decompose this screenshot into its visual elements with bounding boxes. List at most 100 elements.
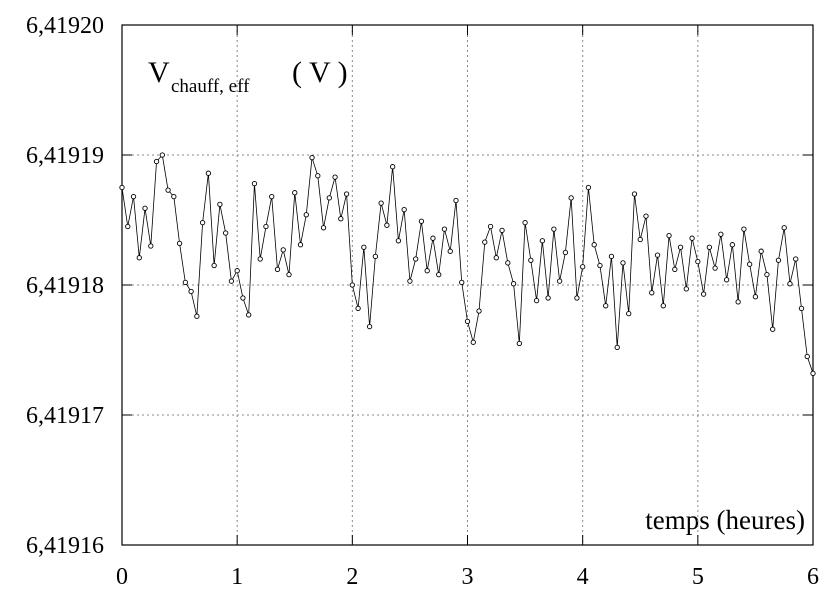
data-point (274, 266, 281, 273)
data-point (781, 225, 787, 231)
data-point (332, 174, 338, 180)
data-point (695, 258, 701, 265)
data-point (798, 305, 805, 312)
data-point (315, 173, 321, 179)
data-point (487, 223, 494, 230)
data-point (378, 200, 384, 206)
data-point (706, 244, 712, 250)
data-point (660, 303, 666, 309)
data-point (700, 291, 707, 297)
data-point (349, 282, 355, 288)
data-point (199, 219, 206, 226)
data-point (286, 271, 292, 278)
data-point (626, 310, 632, 317)
y-tick-label: 6,41916 (26, 533, 104, 559)
data-point (251, 180, 258, 187)
data-point (240, 295, 246, 301)
data-point (735, 299, 741, 305)
data-point (142, 205, 148, 211)
data-point (666, 232, 672, 239)
data-point (718, 231, 724, 237)
data-point (499, 227, 505, 234)
data-point (222, 230, 229, 236)
data-point (775, 257, 782, 263)
data-point (654, 252, 661, 258)
data-point (366, 323, 373, 330)
data-point (413, 256, 419, 262)
data-point (447, 248, 453, 254)
data-point (747, 261, 753, 267)
data-point (787, 281, 793, 287)
data-point (510, 281, 517, 287)
data-point (741, 226, 747, 232)
data-point (672, 266, 678, 273)
data-point (257, 256, 263, 262)
y-label-subscript: chauff, eff (171, 76, 250, 97)
data-point (205, 170, 212, 176)
data-point (677, 244, 684, 250)
data-point (758, 248, 764, 254)
data-point (372, 253, 379, 260)
data-point (269, 193, 275, 200)
data-point (407, 278, 413, 284)
data-point (464, 318, 471, 325)
data-point (804, 353, 810, 360)
data-point (522, 219, 528, 226)
data-point (292, 190, 298, 196)
data-point (188, 288, 194, 295)
data-point (568, 195, 574, 201)
data-point (418, 218, 425, 224)
data-point (176, 240, 183, 247)
data-point (493, 255, 499, 261)
data-point (303, 212, 309, 218)
data-point (643, 213, 649, 219)
y-tick-label: 6,41918 (26, 273, 104, 299)
data-point (476, 308, 482, 314)
data-point (591, 242, 597, 248)
data-point (689, 235, 695, 241)
y-label: V (148, 56, 170, 89)
data-point (580, 264, 586, 270)
x-tick-label: 0 (116, 564, 128, 589)
x-tick-label: 5 (692, 564, 704, 589)
data-point (280, 247, 286, 253)
data-point (211, 262, 217, 269)
data-point (637, 236, 643, 243)
data-point (326, 195, 332, 201)
data-point (148, 243, 154, 249)
data-point (597, 262, 603, 269)
data-point (424, 268, 430, 274)
data-point (182, 279, 188, 286)
data-point (482, 239, 488, 245)
y-label-unit: ( V ) (292, 56, 348, 89)
data-point (159, 152, 165, 158)
data-point (608, 253, 615, 260)
data-point (470, 339, 476, 345)
data-point (153, 158, 160, 165)
data-point (551, 226, 557, 232)
data-point (649, 290, 655, 296)
data-point (620, 260, 626, 266)
data-point (355, 305, 361, 312)
data-point (384, 222, 390, 228)
data-point (505, 260, 511, 266)
y-tick-label: 6,41920 (26, 13, 104, 39)
x-tick-label: 6 (807, 564, 819, 589)
data-point (436, 271, 442, 278)
data-point (459, 279, 465, 286)
data-point (712, 265, 718, 271)
data-point (125, 223, 131, 230)
data-point (119, 184, 125, 191)
data-point (338, 216, 344, 222)
data-point (165, 187, 171, 193)
data-point (136, 255, 142, 261)
data-point (793, 256, 799, 262)
y-tick-label: 6,41917 (26, 403, 104, 429)
data-point (130, 193, 137, 200)
x-tick-label: 4 (577, 564, 589, 589)
data-point (217, 201, 223, 208)
data-point (361, 244, 367, 250)
data-point (770, 326, 776, 332)
